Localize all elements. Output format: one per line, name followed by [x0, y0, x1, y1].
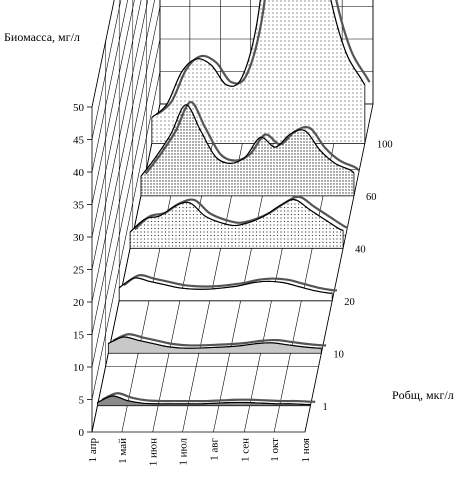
series-top-edge [144, 100, 360, 175]
y-tick-label: 5 [79, 395, 85, 407]
z-gridline [105, 41, 319, 367]
series-line [97, 395, 311, 406]
y-tick-label: 40 [73, 167, 85, 179]
x-tick-label: 1 сен [239, 438, 251, 462]
series-line [140, 104, 355, 177]
x-tick-label: 1 апр [87, 438, 99, 463]
y-tick-label: 30 [73, 232, 85, 244]
series-line [129, 198, 344, 233]
z-tick-label: 100 [377, 139, 393, 150]
y-tick-label: 10 [73, 362, 85, 374]
y-gridline [91, 0, 142, 238]
z-tick-label: 60 [366, 192, 377, 203]
series-top-edge [155, 0, 371, 116]
series-ribbon-20 [118, 273, 338, 302]
y-gridline [91, 0, 155, 303]
z-tick-label: 40 [355, 244, 366, 255]
series-top-edge [112, 333, 327, 347]
series-ribbon-1 [97, 392, 316, 407]
y-tick-label: 35 [73, 200, 85, 212]
series-ribbon-100 [151, 0, 371, 144]
x-tick-label: 1 окт [269, 438, 281, 462]
series-ribbon-10 [107, 333, 327, 354]
x-gridline [304, 0, 374, 433]
y-gridline [91, 0, 149, 270]
x-tick-label: 1 ноя [300, 438, 312, 463]
y-tick-label: 50 [73, 102, 85, 114]
y-tick-label: 15 [73, 330, 85, 342]
series-line [151, 0, 366, 118]
x-tick-label: 1 июн [148, 438, 160, 466]
x-gridline [91, 0, 161, 433]
z-tick-label: 20 [344, 297, 355, 308]
x-tick-label: 1 авг [208, 438, 220, 461]
x-tick-label: 1 июл [178, 437, 190, 465]
series-line [108, 336, 322, 349]
y-gridline [91, 0, 135, 205]
z-axis-title: Pобщ, мкг/л [392, 388, 454, 402]
series-ribbon-40 [129, 195, 349, 249]
y-tick-label: 25 [73, 265, 85, 277]
series-ribbon-60 [140, 100, 360, 197]
y-axis-title: Биомасса, мг/л [4, 30, 80, 44]
series-line [118, 277, 333, 294]
z-tick-label: 1 [322, 402, 327, 413]
z-tick-label: 10 [333, 349, 344, 360]
y-gridline [91, 0, 128, 173]
series-top-edge [123, 273, 338, 292]
chart-axes: 0 5 10 15 20 25 30 35 40 45 50 1 апр 1 май 1 июн 1 июл… [73, 102, 393, 466]
y-tick-label: 20 [73, 297, 85, 309]
y-tick-label: 0 [79, 427, 85, 439]
chart-ribbons [97, 0, 371, 407]
x-tick-label: 1 май [117, 438, 129, 464]
y-gridline [91, 0, 122, 140]
series-top-edge [101, 392, 316, 403]
y-tick-label: 45 [73, 135, 85, 147]
